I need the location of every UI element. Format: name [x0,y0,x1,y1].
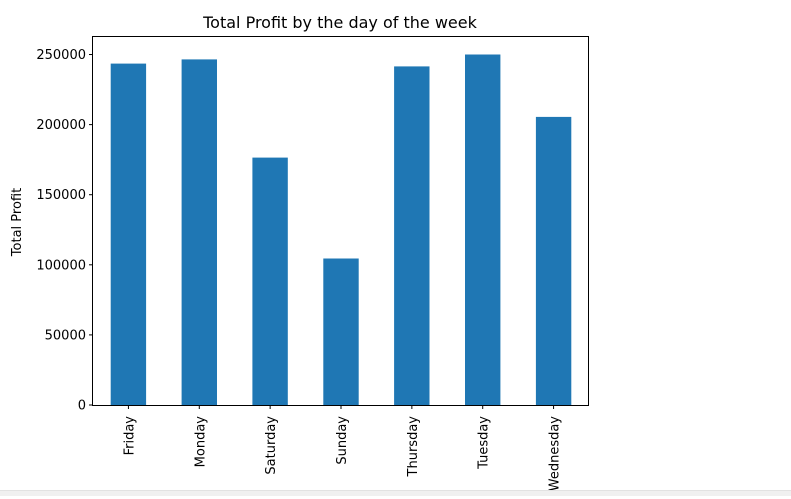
x-tick-label-saturday: Saturday [264,416,279,475]
bar-saturday [252,157,288,405]
x-axis-ticks: Friday Monday Saturday Sunday Thursday Tuesda… [122,405,563,492]
x-tick-label-thursday: Thursday [406,416,421,478]
bar-tuesday [465,54,501,405]
bar-sunday [323,258,359,405]
bar-wednesday [535,116,572,406]
y-tick-label: 100000 [36,258,86,273]
y-tick-label: 250000 [36,48,86,63]
x-tick-label-tuesday: Tuesday [477,416,492,470]
y-tick-label: 0 [78,399,86,414]
x-tick-label-monday: Monday [193,416,208,468]
chart-title: Total Profit by the day of the week [202,13,477,32]
x-tick-label-sunday: Sunday [335,416,350,465]
plot-area-frame [92,36,589,406]
y-axis-ticks: 0 50000 100000 150000 200000 250000 [36,48,93,414]
x-tick-label-friday: Friday [122,416,137,456]
y-tick-label: 150000 [36,188,86,203]
bars-group [110,54,572,406]
y-tick-label: 50000 [45,328,86,343]
window-bottom-edge [0,490,791,496]
y-axis-label: Total Profit [10,188,25,257]
bar-monday [181,59,217,406]
bar-thursday [394,66,430,406]
x-tick-label-wednesday: Wednesday [548,416,563,492]
y-tick-label: 200000 [36,118,86,133]
bar-friday [110,63,147,405]
